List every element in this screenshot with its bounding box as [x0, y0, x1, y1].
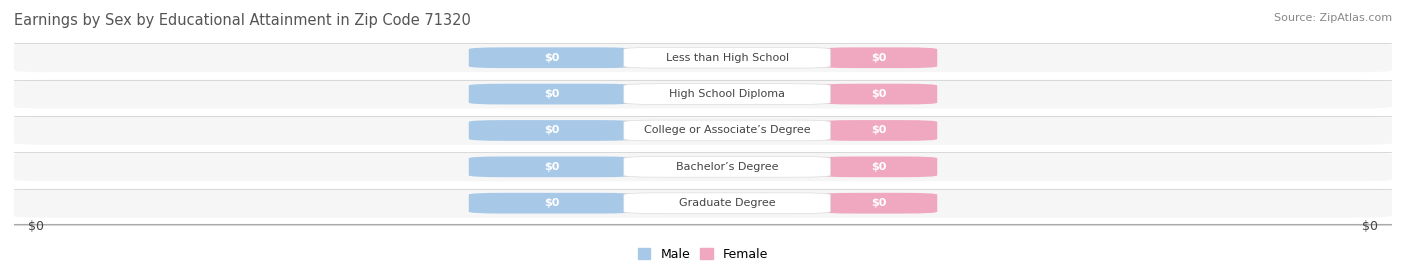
Text: Less than High School: Less than High School — [665, 53, 789, 63]
FancyBboxPatch shape — [468, 84, 634, 104]
FancyBboxPatch shape — [14, 153, 1392, 181]
Text: $0: $0 — [28, 220, 44, 233]
FancyBboxPatch shape — [820, 193, 938, 214]
Text: College or Associate’s Degree: College or Associate’s Degree — [644, 125, 810, 136]
Text: High School Diploma: High School Diploma — [669, 89, 785, 99]
Text: Graduate Degree: Graduate Degree — [679, 198, 776, 208]
FancyBboxPatch shape — [14, 80, 1392, 108]
Text: $0: $0 — [544, 125, 560, 136]
FancyBboxPatch shape — [624, 157, 831, 177]
FancyBboxPatch shape — [624, 120, 831, 141]
Text: $0: $0 — [870, 125, 886, 136]
FancyBboxPatch shape — [820, 120, 938, 141]
Text: $0: $0 — [870, 162, 886, 172]
Text: $0: $0 — [870, 53, 886, 63]
FancyBboxPatch shape — [820, 84, 938, 104]
Text: $0: $0 — [544, 162, 560, 172]
FancyBboxPatch shape — [820, 157, 938, 177]
Legend: Male, Female: Male, Female — [633, 243, 773, 266]
Text: $0: $0 — [870, 198, 886, 208]
FancyBboxPatch shape — [624, 193, 831, 214]
FancyBboxPatch shape — [14, 116, 1392, 145]
Text: $0: $0 — [544, 89, 560, 99]
FancyBboxPatch shape — [468, 47, 634, 68]
FancyBboxPatch shape — [468, 193, 634, 214]
Text: $0: $0 — [1362, 220, 1378, 233]
FancyBboxPatch shape — [624, 47, 831, 68]
Text: Source: ZipAtlas.com: Source: ZipAtlas.com — [1274, 13, 1392, 23]
Text: $0: $0 — [544, 53, 560, 63]
Text: Bachelor’s Degree: Bachelor’s Degree — [676, 162, 779, 172]
FancyBboxPatch shape — [468, 120, 634, 141]
FancyBboxPatch shape — [14, 189, 1392, 218]
FancyBboxPatch shape — [468, 157, 634, 177]
FancyBboxPatch shape — [14, 43, 1392, 72]
Text: $0: $0 — [870, 89, 886, 99]
FancyBboxPatch shape — [820, 47, 938, 68]
FancyBboxPatch shape — [624, 84, 831, 104]
Text: Earnings by Sex by Educational Attainment in Zip Code 71320: Earnings by Sex by Educational Attainmen… — [14, 13, 471, 29]
Text: $0: $0 — [544, 198, 560, 208]
